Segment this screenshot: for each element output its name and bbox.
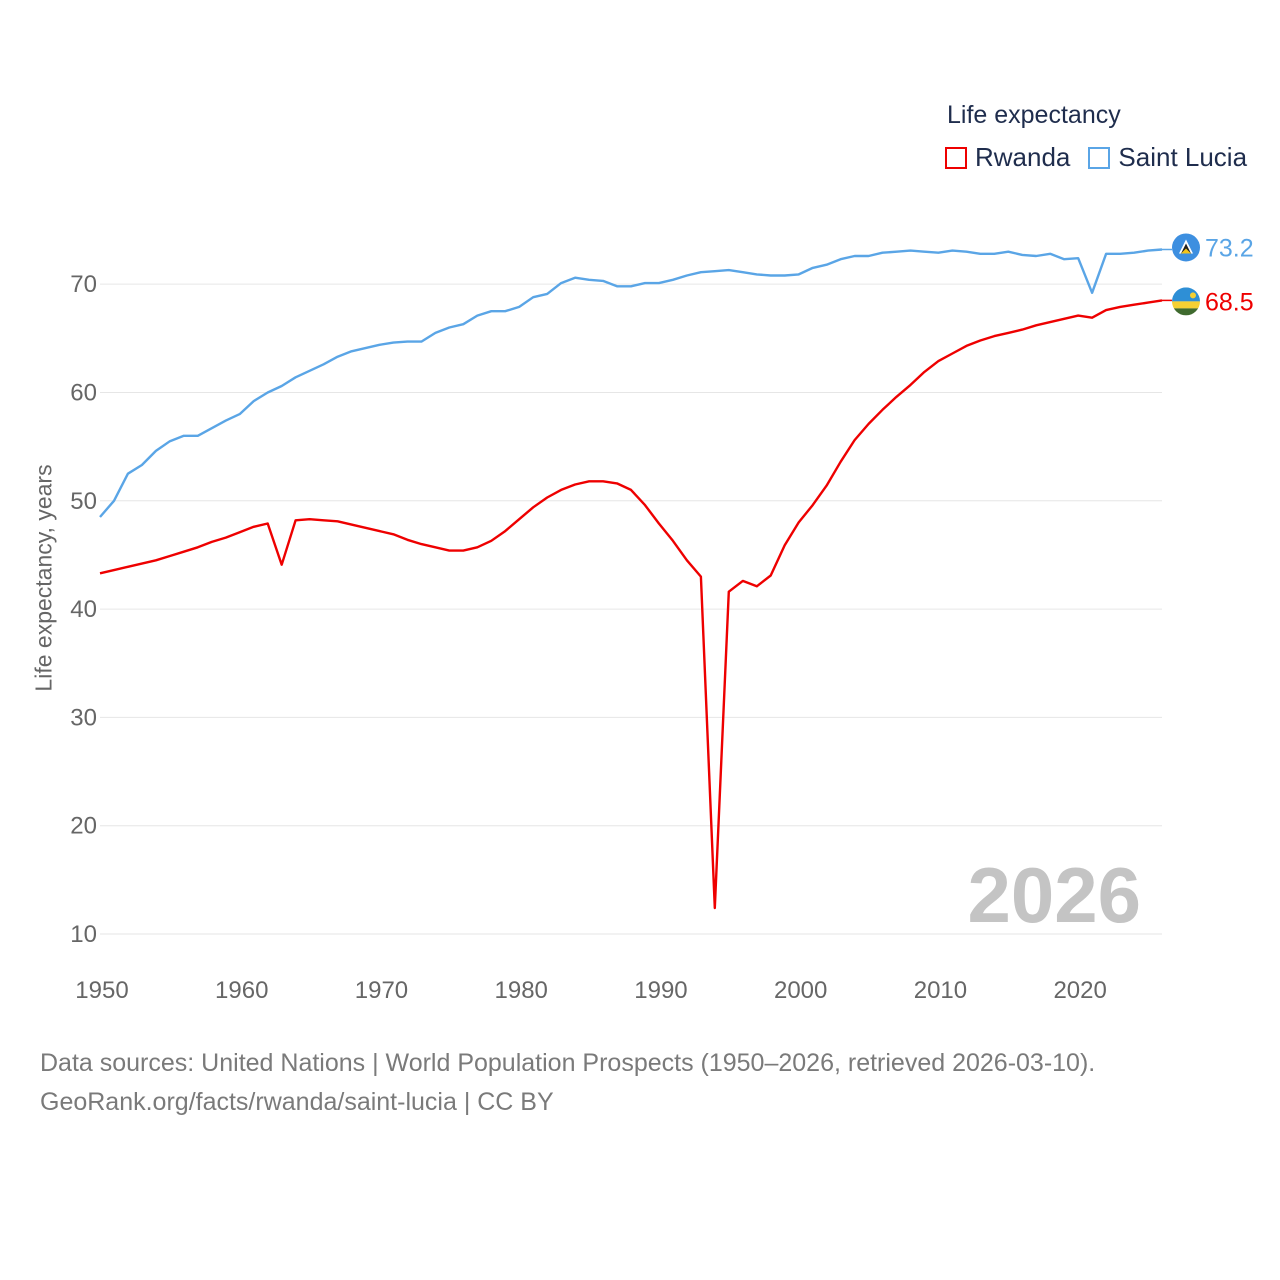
x-tick-label: 1980 bbox=[495, 977, 548, 1004]
y-tick-label: 70 bbox=[70, 271, 97, 298]
year-watermark: 2026 bbox=[967, 851, 1141, 939]
y-tick-label: 30 bbox=[70, 704, 97, 731]
y-tick-label: 40 bbox=[70, 596, 97, 623]
footer: Data sources: United Nations | World Pop… bbox=[40, 1044, 1095, 1122]
saint-lucia-end-value: 73.2 bbox=[1205, 234, 1254, 262]
x-tick-label: 1960 bbox=[215, 977, 268, 1004]
x-tick-label: 2020 bbox=[1053, 977, 1106, 1004]
y-tick-label: 10 bbox=[70, 921, 97, 948]
y-tick-label: 50 bbox=[70, 488, 97, 515]
series-line-saint-lucia bbox=[99, 248, 1163, 518]
x-tick-label: 1990 bbox=[634, 977, 687, 1004]
footer-credit: GeoRank.org/facts/rwanda/saint-lucia | C… bbox=[40, 1088, 554, 1116]
legend-item-rwanda[interactable]: Rwanda bbox=[945, 142, 1070, 173]
series-lines bbox=[99, 248, 1172, 910]
series-line-rwanda bbox=[99, 299, 1163, 910]
legend-swatch-rwanda bbox=[945, 146, 967, 169]
end-labels: 73.2 68.5 bbox=[1172, 233, 1254, 316]
x-axis-ticks: 1950 1960 1970 1980 1990 2000 2010 2020 bbox=[75, 977, 1107, 1004]
legend-title: Life expectancy bbox=[947, 101, 1121, 129]
y-axis-label: Life expectancy, years bbox=[30, 464, 57, 692]
rwanda-end-value: 68.5 bbox=[1205, 288, 1254, 316]
x-tick-label: 1970 bbox=[355, 977, 408, 1004]
y-tick-label: 60 bbox=[70, 379, 97, 406]
footer-sources: Data sources: United Nations | World Pop… bbox=[40, 1049, 1096, 1077]
legend-swatch-saint-lucia bbox=[1088, 146, 1111, 169]
x-tick-label: 2010 bbox=[914, 977, 967, 1004]
legend-item-saint-lucia[interactable]: Saint Lucia bbox=[1088, 142, 1247, 173]
y-axis-ticks: 10 20 30 40 50 60 70 bbox=[70, 271, 97, 948]
legend-label-saint-lucia: Saint Lucia bbox=[1118, 142, 1248, 172]
legend: Rwanda Saint Lucia bbox=[945, 142, 1265, 173]
y-tick-label: 20 bbox=[70, 813, 97, 840]
x-tick-label: 2000 bbox=[774, 977, 827, 1004]
x-tick-label: 1950 bbox=[75, 977, 128, 1004]
saint-lucia-flag-icon bbox=[1172, 233, 1200, 262]
gridlines bbox=[100, 283, 1162, 935]
rwanda-flag-icon bbox=[1172, 287, 1200, 316]
legend-label-rwanda: Rwanda bbox=[975, 142, 1071, 172]
